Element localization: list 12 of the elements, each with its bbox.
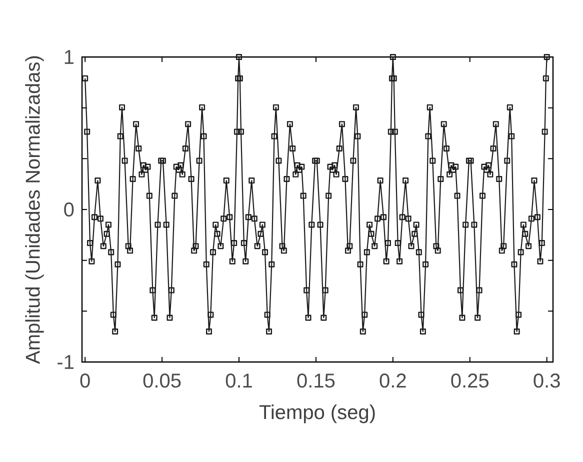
x-tick-label: 0.05 xyxy=(143,374,181,388)
x-tick-label: 0 xyxy=(80,374,90,388)
x-tick-label: 0.25 xyxy=(451,374,489,388)
y-axis-title: Amplitud (Unidades Normalizadas) xyxy=(25,56,44,364)
x-tick-label: 0.15 xyxy=(297,374,335,388)
y-tick-label: -1 xyxy=(58,355,74,369)
y-tick-label: 1 xyxy=(64,50,74,64)
x-tick-label: 0.2 xyxy=(380,374,406,388)
x-axis-title: Tiempo (seg) xyxy=(259,404,375,424)
x-tick-label: 0.1 xyxy=(226,374,252,388)
x-tick-label: 0.3 xyxy=(534,374,560,388)
y-tick-label: 0 xyxy=(64,202,74,217)
